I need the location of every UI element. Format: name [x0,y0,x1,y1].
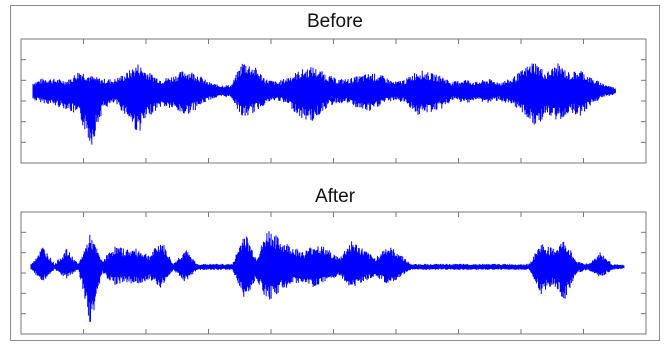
figure: Before After [10,5,660,341]
plot-area-0 [20,38,647,164]
plot-area-1 [20,211,647,335]
waveform-series-0 [32,63,616,145]
chart-title-after: After [314,186,356,207]
chart-title-before: Before [307,11,363,32]
waveform-plots [20,38,647,335]
waveform-series-1 [30,231,625,322]
